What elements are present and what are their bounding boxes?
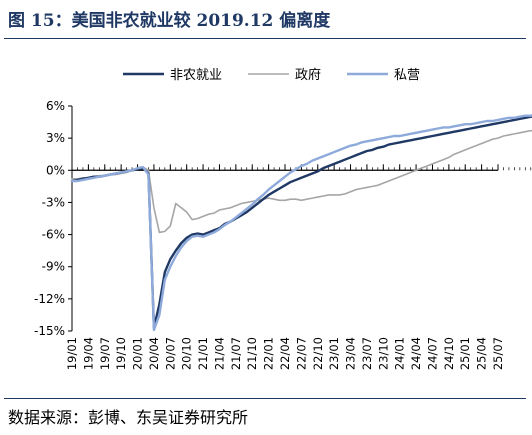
x-tick-label: 23/07: [360, 337, 374, 370]
x-tick-label: 24/10: [442, 337, 456, 370]
x-tick-label: 22/01: [262, 337, 276, 370]
y-tick-label: 3%: [46, 131, 65, 145]
x-tick-label: 20/10: [180, 337, 194, 370]
x-tick-label: 22/04: [278, 337, 292, 370]
x-tick-label: 23/04: [344, 337, 358, 370]
x-tick-label: 19/07: [98, 337, 112, 370]
y-tick-label: -6%: [42, 228, 65, 242]
y-tick-label: 6%: [46, 99, 65, 113]
y-tick-label: -9%: [42, 260, 65, 274]
y-tick-label: -12%: [34, 292, 65, 306]
x-axis: 19/01 19/04 19/07 19/10 20/01 20/04 20/07 20/10…: [65, 164, 532, 370]
title-rule: [4, 38, 526, 39]
x-tick-label: 20/01: [131, 337, 145, 370]
y-tick-label: 0%: [46, 163, 65, 177]
source-note: 数据来源：彭博、东吴证券研究所: [8, 408, 249, 427]
x-tick-label: 19/04: [81, 337, 95, 370]
x-tick-label: 20/04: [147, 337, 161, 370]
x-tick-label: 19/01: [65, 337, 79, 370]
x-tick-label: 21/07: [229, 337, 243, 370]
legend-label-government: 政府: [295, 68, 321, 83]
x-tick-label: 19/10: [114, 337, 128, 370]
figure-title: 图 15：美国非农就业较 2019.12 偏离度: [8, 11, 331, 31]
x-tick-label: 23/10: [376, 337, 390, 370]
source-rule: [4, 398, 526, 399]
x-tick-label: 24/01: [393, 337, 407, 370]
x-tick-label: 23/01: [327, 337, 341, 370]
series-line-nonfarm: [70, 115, 532, 329]
x-tick-label: 25/07: [491, 337, 505, 370]
series-line-government: [71, 129, 532, 234]
x-tick-label: 21/04: [212, 337, 226, 370]
series-lines: [70, 114, 532, 332]
y-tick-label: -15%: [34, 324, 65, 338]
y-axis: 6% 3% 0% -3% -6% -9% -12% -15%: [34, 99, 73, 338]
legend-label-nonfarm: 非农就业: [170, 68, 222, 83]
x-tick-label: 21/01: [196, 337, 210, 370]
y-tick-label: -3%: [42, 195, 65, 209]
legend-label-private: 私营: [394, 68, 420, 83]
x-tick-label: 25/04: [475, 337, 489, 370]
x-tick-label: 20/07: [163, 337, 177, 370]
x-tick-label: 22/10: [311, 337, 325, 370]
x-tick-label: 22/07: [294, 337, 308, 370]
x-tick-label: 21/10: [245, 337, 259, 370]
legend: 非农就业 政府 私营: [123, 68, 420, 83]
series-line-private: [70, 114, 532, 332]
x-tick-label: 24/07: [425, 337, 439, 370]
deviation-line-chart: 非农就业 政府 私营 6% 3% 0% -3% -6% -9% -12% -15% 19/01…: [34, 68, 532, 370]
x-tick-label: 24/04: [409, 337, 423, 370]
x-tick-label: 25/01: [458, 337, 472, 370]
